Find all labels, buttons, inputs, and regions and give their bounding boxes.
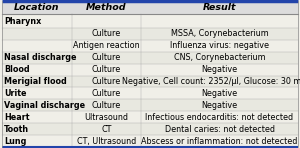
Text: Culture: Culture [92, 53, 121, 62]
Bar [2, 40, 298, 52]
Text: Method: Method [86, 3, 127, 12]
Text: Lung: Lung [4, 137, 26, 145]
Text: Merigial flood: Merigial flood [4, 77, 67, 86]
Bar [2, 135, 298, 147]
Text: Culture: Culture [92, 101, 121, 110]
Text: Culture: Culture [92, 29, 121, 38]
Text: Negative: Negative [202, 65, 238, 74]
Text: MSSA, Corynebacterium: MSSA, Corynebacterium [171, 29, 268, 38]
Text: Negative, Cell count: 2352/μl, Glucose: 30 mg/dl: Negative, Cell count: 2352/μl, Glucose: … [122, 77, 300, 86]
Text: CT: CT [101, 125, 112, 134]
Text: Dental caries: not detected: Dental caries: not detected [165, 125, 274, 134]
Bar [2, 64, 298, 75]
Text: Blood: Blood [4, 65, 30, 74]
Bar [2, 99, 298, 111]
Text: Nasal discharge: Nasal discharge [4, 53, 76, 62]
Bar [2, 16, 298, 28]
Text: Vaginal discharge: Vaginal discharge [4, 101, 85, 110]
Bar [2, 28, 298, 40]
Text: Tooth: Tooth [4, 125, 29, 134]
Text: Culture: Culture [92, 89, 121, 98]
Text: Antigen reaction: Antigen reaction [73, 41, 140, 50]
Bar [2, 123, 298, 135]
Text: Abscess or inflammation: not detected: Abscess or inflammation: not detected [141, 137, 298, 145]
Text: Negative: Negative [202, 89, 238, 98]
Text: Urite: Urite [4, 89, 26, 98]
Text: Heart: Heart [4, 113, 29, 122]
Bar [2, 87, 298, 99]
Text: Result: Result [203, 3, 236, 12]
Text: Ultrasound: Ultrasound [84, 113, 128, 122]
Text: Pharynx: Pharynx [4, 17, 41, 26]
Text: Location: Location [14, 3, 59, 12]
Text: CT, Ultrasound: CT, Ultrasound [77, 137, 136, 145]
Bar [2, 75, 298, 87]
Text: Influenza virus: negative: Influenza virus: negative [170, 41, 269, 50]
Text: Negative: Negative [202, 101, 238, 110]
Bar [2, 52, 298, 64]
Bar [2, 1, 298, 14]
Text: CNS, Corynebacterium: CNS, Corynebacterium [174, 53, 266, 62]
Text: Culture: Culture [92, 65, 121, 74]
Bar [2, 111, 298, 123]
Text: Culture: Culture [92, 77, 121, 86]
Text: Infectious endocarditis: not detected: Infectious endocarditis: not detected [146, 113, 294, 122]
